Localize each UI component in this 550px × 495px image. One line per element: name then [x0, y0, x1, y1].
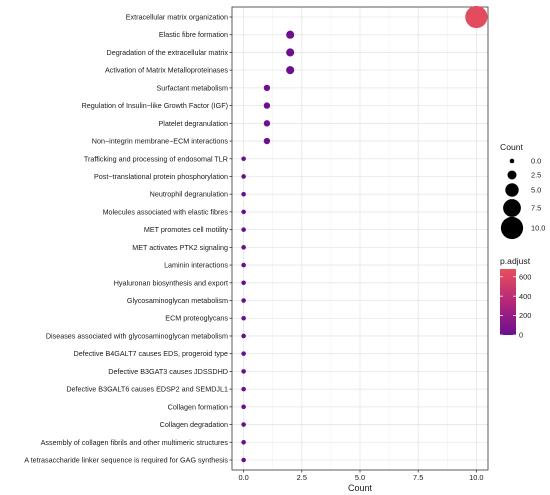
y-tick-label: Glycosaminoglycan metabolism: [127, 296, 228, 305]
color-legend-label: 0: [519, 331, 523, 340]
data-point: [241, 209, 246, 215]
y-tick-label: Extracellular matrix organization: [126, 13, 228, 22]
y-tick-label: Defective B3GAT3 causes JDSSDHD: [108, 367, 228, 376]
size-legend-key: [500, 216, 524, 240]
size-legend-key: [505, 183, 519, 197]
data-point: [263, 84, 271, 92]
y-tick-label: Assembly of collagen fibrils and other m…: [41, 438, 229, 447]
data-point: [241, 351, 246, 356]
size-legend-key: [509, 158, 515, 164]
size-legend-label: 7.5: [531, 204, 541, 213]
data-point: [241, 369, 246, 374]
y-tick-label: Elastic fibre formation: [159, 30, 228, 39]
y-tick-label: Trafficking and processing of endosomal …: [84, 154, 228, 163]
size-legend-label: 5.0: [531, 186, 541, 195]
x-tick-label: 2.5: [297, 473, 307, 482]
size-legend-key: [503, 199, 521, 217]
data-point: [263, 137, 271, 145]
y-tick-label: Non−integrin membrane−ECM interactions: [92, 137, 229, 146]
y-tick-label: Molecules associated with elastic fibres: [103, 207, 229, 216]
y-tick-label: ECM proteoglycans: [165, 314, 228, 323]
x-tick-label: 0.0: [238, 473, 248, 482]
data-point: [286, 48, 295, 57]
data-point: [286, 66, 295, 75]
y-tick-label: MET activates PTK2 signaling: [132, 243, 228, 252]
data-point: [241, 298, 246, 303]
data-point: [241, 315, 246, 321]
gridlines: [232, 7, 488, 470]
size-legend-label: 10.0: [531, 224, 545, 233]
y-tick-label: Collagen degradation: [160, 420, 228, 429]
x-tick-label: 5.0: [355, 473, 365, 482]
y-tick-label: Collagen formation: [168, 402, 228, 411]
data-point: [263, 102, 271, 109]
y-tick-label: MET promotes cell motility: [144, 225, 229, 234]
y-tick-label: Hyaluronan biosynthesis and export: [114, 278, 228, 287]
colorbar: [500, 269, 516, 335]
y-tick-label: Defective B4GALT7 causes EDS, progeroid …: [74, 349, 228, 358]
color-legend-label: 400: [519, 292, 531, 301]
data-point: [241, 439, 246, 445]
data-point: [241, 156, 246, 162]
x-tick-label: 10.0: [469, 473, 483, 482]
y-tick-label: Activation of Matrix Metalloproteinases: [105, 66, 228, 75]
x-axis-ticks: 0.0 2.5 5.0 7.5 10.0: [238, 470, 484, 482]
color-legend-label: 600: [519, 272, 531, 281]
data-point: [241, 333, 246, 339]
x-axis-title: Count: [348, 483, 373, 493]
y-tick-label: Regulation of Insulin−like Growth Factor…: [82, 101, 228, 110]
size-legend-label: 0.0: [531, 157, 541, 166]
size-legend-title: Count: [500, 142, 524, 152]
data-point: [241, 404, 246, 410]
size-legend-label: 2.5: [531, 171, 541, 180]
y-axis-ticks: Extracellular matrix organization Elastic…: [24, 13, 232, 465]
y-tick-label: Diseases associated with glycosaminoglyc…: [46, 331, 228, 340]
data-point: [263, 120, 271, 127]
data-point: [241, 245, 246, 250]
data-point: [241, 280, 246, 286]
y-tick-label: A tetrasaccharide linker sequence is req…: [24, 456, 228, 465]
y-tick-label: Platelet degranulation: [158, 119, 228, 128]
y-tick-label: Laminin interactions: [164, 261, 228, 270]
data-point: [241, 386, 246, 392]
y-tick-label: Surfactant metabolism: [156, 83, 228, 92]
data-point: [241, 174, 246, 179]
data-point: [241, 422, 246, 427]
data-point: [465, 5, 488, 29]
x-tick-label: 7.5: [413, 473, 423, 482]
y-tick-label: Neutrophil degranulation: [150, 190, 228, 199]
y-tick-label: Degradation of the extracellular matrix: [107, 48, 229, 57]
data-points: [241, 5, 488, 463]
data-point: [241, 457, 246, 463]
data-point: [241, 262, 246, 268]
data-point: [241, 191, 246, 197]
data-point: [286, 30, 295, 39]
data-point: [241, 227, 246, 232]
color-legend-label: 200: [519, 311, 531, 320]
color-legend-title: p.adjust: [500, 256, 531, 266]
size-legend: Count 0.0 2.5 5.0 7.5 10.0: [500, 142, 545, 240]
size-legend-key: [507, 170, 517, 180]
color-legend: p.adjust 600 400 200 0: [500, 256, 531, 340]
y-tick-label: Post−translational protein phosphorylati…: [94, 172, 228, 181]
y-tick-label: Defective B3GALT6 causes EDSP2 and SEMDJ…: [66, 385, 228, 394]
